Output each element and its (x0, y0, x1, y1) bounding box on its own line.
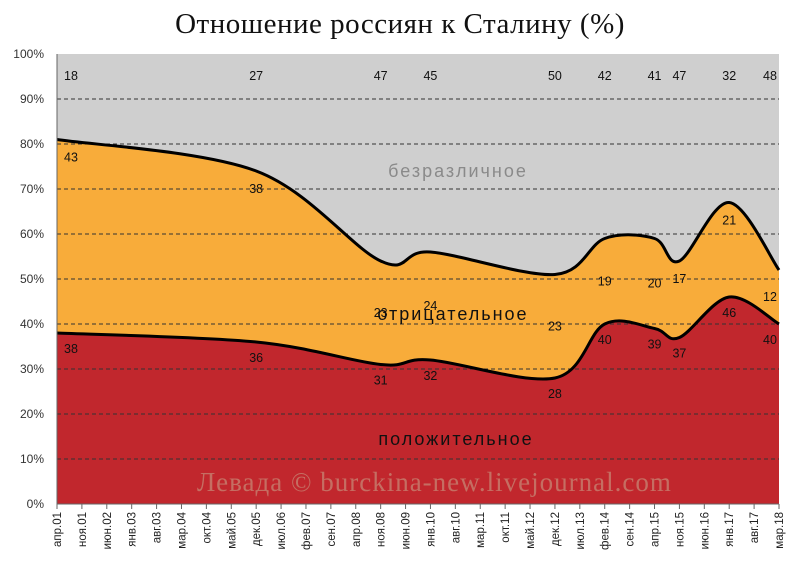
x-tick-label: дек.05 (251, 512, 263, 546)
y-tick-label: 80% (20, 137, 44, 151)
line-lower-boundary (56, 295, 780, 381)
x-tick-label: апр.15 (650, 512, 662, 547)
x-tick-label: июн.16 (699, 512, 711, 549)
data-label-negative: 43 (64, 151, 78, 165)
data-label-negative: 20 (648, 277, 662, 291)
data-label-positive: 46 (722, 306, 736, 320)
area-positive (57, 296, 779, 504)
x-tick-label: янв.17 (724, 512, 736, 547)
x-tick-label: ноя.08 (376, 512, 388, 547)
y-tick-label: 40% (20, 317, 44, 331)
data-label-positive: 40 (598, 333, 612, 347)
data-label-negative: 19 (598, 274, 612, 288)
x-tick-label: дек.12 (550, 512, 562, 546)
data-label-negative: 23 (374, 306, 388, 320)
x-tick-label: фев.07 (301, 512, 313, 550)
data-label-indifferent: 48 (763, 69, 777, 83)
data-label-indifferent: 32 (722, 69, 736, 83)
x-tick-label: мар.11 (475, 512, 487, 548)
data-label-positive: 31 (374, 374, 388, 388)
x-tick-label: авг.10 (450, 512, 462, 543)
watermark: Левада © burckina-new.livejournal.com (197, 467, 672, 497)
y-tick-label: 100% (13, 47, 44, 61)
data-label-indifferent: 41 (648, 69, 662, 83)
y-tick-label: 30% (20, 362, 44, 376)
area-indifferent (57, 54, 779, 275)
x-tick-label: ноя.01 (77, 512, 89, 547)
x-tick-label: июл.06 (276, 512, 288, 550)
data-label-negative: 21 (722, 214, 736, 228)
x-tick-label: авг.03 (152, 512, 164, 543)
y-tick-label: 20% (20, 407, 44, 421)
line-upper-boundary (56, 138, 781, 277)
data-label-positive: 28 (548, 387, 562, 401)
data-label-indifferent: 27 (249, 69, 263, 83)
x-tick-label: ноя.15 (674, 512, 686, 547)
data-label-negative: 38 (249, 182, 263, 196)
x-tick-label: янв.10 (425, 512, 437, 547)
region-label-positive: положительное (378, 429, 533, 449)
chart-title: Отношение россиян к Сталину (%) (175, 8, 625, 40)
x-tick-label: апр.08 (351, 512, 363, 547)
data-label-indifferent: 42 (598, 69, 612, 83)
data-label-positive: 32 (423, 369, 437, 383)
data-label-indifferent: 45 (423, 69, 437, 83)
data-label-positive: 37 (672, 347, 686, 361)
area-negative (57, 139, 779, 380)
x-tick-label: окт.04 (201, 511, 213, 543)
region-label-negative: отрицательное (377, 304, 528, 324)
data-label-positive: 40 (763, 333, 777, 347)
y-tick-label: 50% (20, 272, 44, 286)
data-label-negative: 12 (763, 290, 777, 304)
x-tick-label: июл.13 (575, 512, 587, 550)
region-label-indifferent: безразличное (388, 161, 528, 181)
x-tick-label: май.12 (525, 512, 537, 549)
y-tick-label: 70% (20, 182, 44, 196)
x-tick-label: апр.01 (52, 512, 64, 547)
data-label-indifferent: 50 (548, 69, 562, 83)
x-tick-label: мар.04 (176, 511, 188, 548)
data-label-positive: 39 (648, 338, 662, 352)
data-label-negative: 17 (672, 272, 686, 286)
y-tick-label: 60% (20, 227, 44, 241)
x-tick-label: янв.03 (127, 512, 139, 547)
x-tick-label: авг.17 (749, 512, 761, 543)
x-tick-label: июн.02 (102, 512, 114, 549)
x-tick-label: мар.18 (774, 512, 786, 549)
data-label-positive: 36 (249, 351, 263, 365)
data-label-positive: 38 (64, 342, 78, 356)
y-tick-label: 10% (20, 452, 44, 466)
x-tick-label: сен.07 (326, 512, 338, 546)
y-tick-label: 0% (27, 497, 45, 511)
data-label-indifferent: 18 (64, 69, 78, 83)
data-label-indifferent: 47 (672, 69, 686, 83)
data-label-negative: 23 (548, 319, 562, 333)
x-tick-label: фев.14 (600, 511, 612, 550)
x-tick-label: окт.11 (500, 512, 512, 543)
data-label-negative: 24 (423, 299, 437, 313)
y-tick-label: 90% (20, 92, 44, 106)
x-tick-label: сен.14 (625, 511, 637, 546)
x-tick-label: июн.09 (401, 512, 413, 549)
x-tick-label: май.05 (226, 512, 238, 549)
data-label-indifferent: 47 (374, 69, 388, 83)
